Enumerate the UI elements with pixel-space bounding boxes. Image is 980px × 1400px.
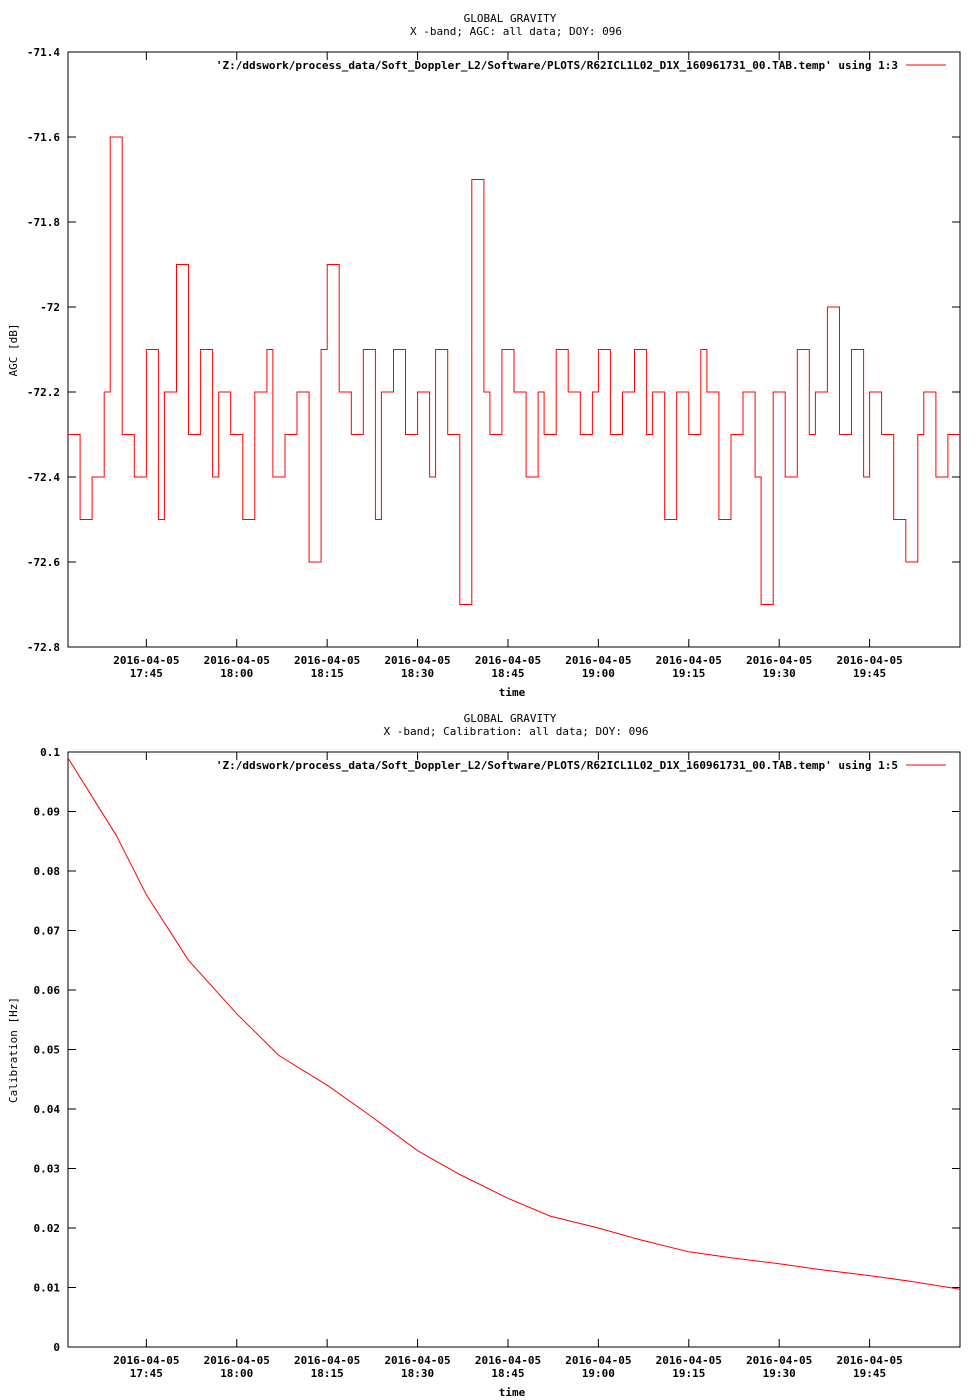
x-tick-label-date: 2016-04-05 xyxy=(746,654,812,667)
x-tick-label-time: 18:45 xyxy=(491,667,524,680)
x-tick-label-date: 2016-04-05 xyxy=(294,654,360,667)
x-tick-label-date: 2016-04-05 xyxy=(475,1354,541,1367)
x-tick-label-time: 18:30 xyxy=(401,667,434,680)
x-tick-label-time: 19:15 xyxy=(672,667,705,680)
x-tick-label-time: 18:45 xyxy=(491,1367,524,1380)
y-tick-label: 0.08 xyxy=(34,865,61,878)
legend-label: 'Z:/ddswork/process_data/Soft_Doppler_L2… xyxy=(216,59,898,72)
series-group xyxy=(68,136,960,605)
x-axis-label: time xyxy=(499,1386,526,1399)
legend-label: 'Z:/ddswork/process_data/Soft_Doppler_L2… xyxy=(216,759,898,772)
y-tick-label: 0.03 xyxy=(34,1163,61,1176)
x-tick-label-date: 2016-04-05 xyxy=(656,654,722,667)
y-tick-label: 0.02 xyxy=(34,1222,61,1235)
x-tick-label-time: 17:45 xyxy=(130,1367,163,1380)
y-axis-label: AGC [dB] xyxy=(7,324,20,377)
series-line xyxy=(68,136,960,605)
y-tick-label: 0.05 xyxy=(34,1044,61,1057)
x-tick-label-time: 18:15 xyxy=(311,667,344,680)
x-tick-label-date: 2016-04-05 xyxy=(565,654,631,667)
x-tick-label-date: 2016-04-05 xyxy=(204,1354,270,1367)
y-axis-label: Calibration [Hz] xyxy=(7,997,20,1103)
series-line xyxy=(67,757,961,1290)
y-tick-label: 0.1 xyxy=(40,746,60,759)
y-tick-label: 0 xyxy=(53,1341,60,1354)
chart-title: GLOBAL GRAVITY xyxy=(464,12,557,25)
x-tick-label-date: 2016-04-05 xyxy=(746,1354,812,1367)
y-tick-label: -72.2 xyxy=(27,386,60,399)
agc-chart: GLOBAL GRAVITY X -band; AGC: all data; D… xyxy=(7,12,961,699)
x-tick-label-date: 2016-04-05 xyxy=(565,1354,631,1367)
x-tick-label-time: 19:45 xyxy=(853,667,886,680)
y-tick-label: 0.04 xyxy=(34,1103,61,1116)
x-tick-label-time: 19:00 xyxy=(582,667,615,680)
y-tick-label: -71.8 xyxy=(27,216,60,229)
x-tick-label-time: 19:15 xyxy=(672,1367,705,1380)
x-tick-label-date: 2016-04-05 xyxy=(384,1354,450,1367)
chart-subtitle: X -band; AGC: all data; DOY: 096 xyxy=(410,25,622,38)
y-tick-label: -71.6 xyxy=(27,131,60,144)
y-tick-label: -72 xyxy=(40,301,60,314)
x-tick-label-time: 17:45 xyxy=(130,667,163,680)
x-tick-label-date: 2016-04-05 xyxy=(294,1354,360,1367)
x-tick-label-date: 2016-04-05 xyxy=(113,1354,179,1367)
x-tick-label-time: 18:15 xyxy=(311,1367,344,1380)
x-tick-label-date: 2016-04-05 xyxy=(204,654,270,667)
y-tick-label: -71.4 xyxy=(27,46,60,59)
x-tick-label-date: 2016-04-05 xyxy=(656,1354,722,1367)
x-tick-label-time: 18:30 xyxy=(401,1367,434,1380)
y-tick-label: -72.4 xyxy=(27,471,60,484)
x-tick-label-time: 19:30 xyxy=(763,1367,796,1380)
x-tick-label-date: 2016-04-05 xyxy=(113,654,179,667)
x-tick-label-date: 2016-04-05 xyxy=(836,654,902,667)
plot-frame xyxy=(67,751,961,1348)
x-tick-label-date: 2016-04-05 xyxy=(384,654,450,667)
series-group xyxy=(67,757,961,1290)
y-tick-label: 0.01 xyxy=(34,1282,61,1295)
x-tick-label-time: 19:45 xyxy=(853,1367,886,1380)
x-tick-label-date: 2016-04-05 xyxy=(475,654,541,667)
y-tick-label: 0.07 xyxy=(34,925,61,938)
chart-subtitle: X -band; Calibration: all data; DOY: 096 xyxy=(384,725,649,738)
x-tick-label-time: 18:00 xyxy=(220,667,253,680)
x-tick-label-time: 19:30 xyxy=(763,667,796,680)
x-tick-label-date: 2016-04-05 xyxy=(836,1354,902,1367)
calibration-chart: GLOBAL GRAVITY X -band; Calibration: all… xyxy=(7,712,961,1399)
chart-title: GLOBAL GRAVITY xyxy=(464,712,557,725)
x-axis-label: time xyxy=(499,686,526,699)
y-tick-label: 0.06 xyxy=(34,984,61,997)
axis-ticks: 0.1 0.09 0.08 0.07 0.06 0.05 0.04 0.03 0.02 0.01 0… xyxy=(34,746,960,1380)
y-tick-label: -72.6 xyxy=(27,556,60,569)
y-tick-label: -72.8 xyxy=(27,641,60,654)
axis-ticks: -71.4 -71.6 -71.8 -72 -72.2 -72.4 -72.6 -72.8 20… xyxy=(27,46,960,680)
y-tick-label: 0.09 xyxy=(34,806,61,819)
x-tick-label-time: 19:00 xyxy=(582,1367,615,1380)
x-tick-label-time: 18:00 xyxy=(220,1367,253,1380)
plot-frame xyxy=(67,51,961,648)
